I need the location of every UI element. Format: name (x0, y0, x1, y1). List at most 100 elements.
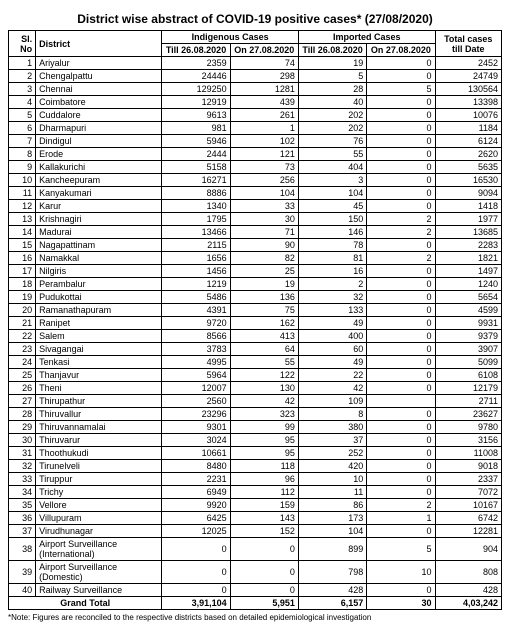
cell-imported-on (367, 395, 435, 408)
cell-sl: 5 (9, 109, 36, 122)
cell-imported-till: 49 (298, 317, 366, 330)
cell-indigenous-on: 95 (230, 434, 298, 447)
grand-total-row: Grand Total3,91,1045,9516,157304,03,242 (9, 597, 502, 610)
cell-imported-till: 104 (298, 525, 366, 538)
cell-imported-on: 0 (367, 70, 435, 83)
cell-imported-till: 37 (298, 434, 366, 447)
cell-imported-till: 78 (298, 239, 366, 252)
table-row: 1Ariyalur2359741902452 (9, 57, 502, 70)
cell-total: 4599 (435, 304, 502, 317)
cell-indigenous-on: 104 (230, 187, 298, 200)
cell-imported-on: 0 (367, 265, 435, 278)
cell-indigenous-till: 16271 (162, 174, 230, 187)
table-row: 26Theni1200713042012179 (9, 382, 502, 395)
cell-district: Thanjavur (36, 369, 162, 382)
cell-imported-on: 0 (367, 57, 435, 70)
cell-imported-on: 2 (367, 213, 435, 226)
cell-imported-on: 0 (367, 96, 435, 109)
table-row: 11Kanyakumari888610410409094 (9, 187, 502, 200)
cell-sl: 32 (9, 460, 36, 473)
cell-sl: 26 (9, 382, 36, 395)
cell-district: Virudhunagar (36, 525, 162, 538)
table-row: 3Chennai1292501281285130564 (9, 83, 502, 96)
cell-imported-on: 0 (367, 343, 435, 356)
cell-sl: 33 (9, 473, 36, 486)
cell-indigenous-on: 130 (230, 382, 298, 395)
cell-imported-on: 0 (367, 304, 435, 317)
cell-district: Thiruvannamalai (36, 421, 162, 434)
cell-imported-till: 173 (298, 512, 366, 525)
table-row: 22Salem856641340009379 (9, 330, 502, 343)
cell-district: Dharmapuri (36, 122, 162, 135)
cell-imported-till: 252 (298, 447, 366, 460)
cell-imported-till: 81 (298, 252, 366, 265)
cell-total: 2620 (435, 148, 502, 161)
cell-imported-till: 5 (298, 70, 366, 83)
cell-sl: 15 (9, 239, 36, 252)
cell-indigenous-on: 64 (230, 343, 298, 356)
cell-imported-on: 0 (367, 161, 435, 174)
cell-total: 6742 (435, 512, 502, 525)
cell-imported-on: 1 (367, 512, 435, 525)
cell-indigenous-on: 1281 (230, 83, 298, 96)
cell-indigenous-till: 12007 (162, 382, 230, 395)
header-imported-till: Till 26.08.2020 (298, 44, 366, 57)
cell-indigenous-till: 1340 (162, 200, 230, 213)
table-row: 16Namakkal1656828121821 (9, 252, 502, 265)
cell-indigenous-till: 1795 (162, 213, 230, 226)
cell-imported-on: 0 (367, 135, 435, 148)
cell-imported-till: 420 (298, 460, 366, 473)
cell-indigenous-on: 413 (230, 330, 298, 343)
cell-district: Airport Surveillance (Domestic) (36, 561, 162, 584)
cell-sl: 8 (9, 148, 36, 161)
cell-imported-on: 5 (367, 538, 435, 561)
cell-imported-till: 202 (298, 122, 366, 135)
cell-total: 1977 (435, 213, 502, 226)
cell-district: Salem (36, 330, 162, 343)
cell-sl: 9 (9, 161, 36, 174)
table-row: 24Tenkasi4995554905099 (9, 356, 502, 369)
cell-indigenous-till: 13466 (162, 226, 230, 239)
table-row: 18Perambalur121919201240 (9, 278, 502, 291)
cell-district: Airport Surveillance (International) (36, 538, 162, 561)
cell-indigenous-till: 8886 (162, 187, 230, 200)
cell-indigenous-on: 33 (230, 200, 298, 213)
cell-indigenous-till: 981 (162, 122, 230, 135)
cell-imported-on: 0 (367, 525, 435, 538)
table-row: 2Chengalpattu244462985024749 (9, 70, 502, 83)
cell-total: 1821 (435, 252, 502, 265)
table-row: 21Ranipet97201624909931 (9, 317, 502, 330)
cell-indigenous-till: 12919 (162, 96, 230, 109)
cell-imported-on: 0 (367, 408, 435, 421)
cell-imported-till: 28 (298, 83, 366, 96)
cell-district: Tiruppur (36, 473, 162, 486)
cell-imported-till: 104 (298, 187, 366, 200)
cell-imported-till: 40 (298, 96, 366, 109)
cell-indigenous-on: 42 (230, 395, 298, 408)
cell-district: Madurai (36, 226, 162, 239)
cell-imported-till: 8 (298, 408, 366, 421)
table-row: 30Thiruvarur3024953703156 (9, 434, 502, 447)
cell-sl: 31 (9, 447, 36, 460)
cell-indigenous-on: 136 (230, 291, 298, 304)
header-sl: Sl. No (9, 31, 36, 57)
table-row: 28Thiruvallur232963238023627 (9, 408, 502, 421)
cell-indigenous-till: 2444 (162, 148, 230, 161)
cell-indigenous-on: 0 (230, 561, 298, 584)
cell-sl: 29 (9, 421, 36, 434)
cell-district: Nagapattinam (36, 239, 162, 252)
cell-indigenous-till: 129250 (162, 83, 230, 96)
cell-district: Tenkasi (36, 356, 162, 369)
cell-imported-on: 0 (367, 486, 435, 499)
header-imported-on: On 27.08.2020 (367, 44, 435, 57)
cell-imported-on: 0 (367, 291, 435, 304)
cell-indigenous-till: 4391 (162, 304, 230, 317)
cell-sl: 16 (9, 252, 36, 265)
cell-sl: 6 (9, 122, 36, 135)
cell-total: 2337 (435, 473, 502, 486)
cell-imported-till: 109 (298, 395, 366, 408)
cell-sl: 7 (9, 135, 36, 148)
cell-total: 7072 (435, 486, 502, 499)
cell-indigenous-till: 2231 (162, 473, 230, 486)
cell-indigenous-till: 6425 (162, 512, 230, 525)
